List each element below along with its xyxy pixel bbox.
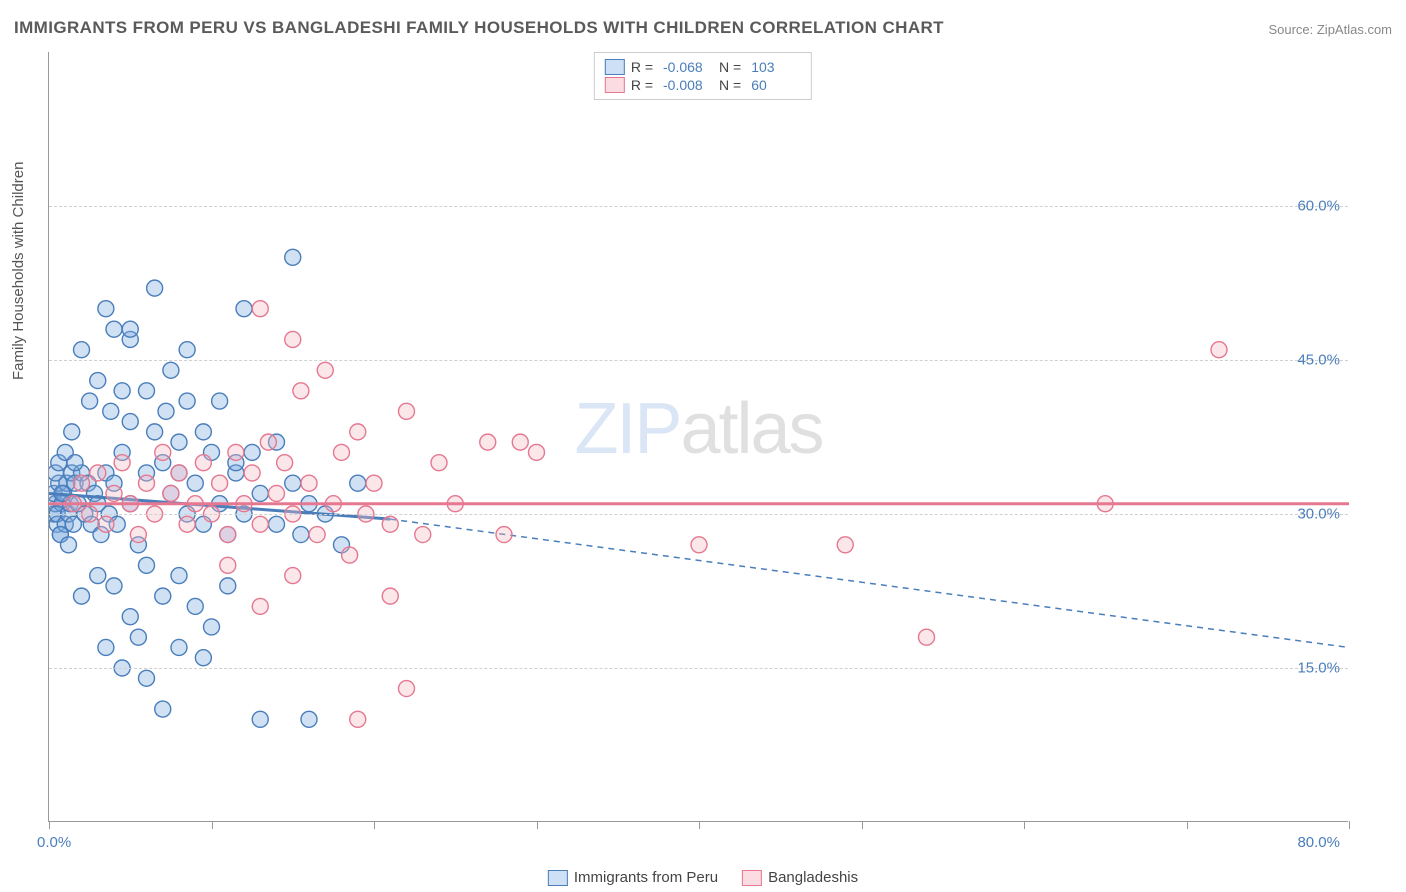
watermark-thin: atlas: [680, 388, 822, 468]
grid-line: [49, 668, 1348, 669]
r-value-0: -0.068: [663, 59, 713, 75]
x-tick: [1349, 821, 1350, 829]
scatter-svg: [49, 52, 1349, 822]
r-label: R =: [631, 77, 653, 93]
grid-line: [49, 206, 1348, 207]
legend-stats-row-1: R = -0.008 N = 60: [605, 76, 801, 94]
y-tick-label: 60.0%: [1297, 198, 1340, 215]
legend-swatch-1: [605, 77, 625, 93]
x-tick: [212, 821, 213, 829]
r-label: R =: [631, 59, 653, 75]
grid-line: [49, 360, 1348, 361]
legend-label-1: Bangladeshis: [768, 869, 858, 886]
grid-line: [49, 514, 1348, 515]
x-axis-min-label: 0.0%: [37, 834, 71, 851]
legend-item-1: Bangladeshis: [742, 869, 858, 886]
legend-series: Immigrants from Peru Bangladeshis: [548, 869, 858, 886]
x-tick: [374, 821, 375, 829]
legend-swatch-peru: [548, 870, 568, 886]
n-label: N =: [719, 77, 741, 93]
legend-swatch-bangla: [742, 870, 762, 886]
n-value-1: 60: [751, 77, 801, 93]
y-axis-title: Family Households with Children: [10, 162, 27, 380]
x-tick: [537, 821, 538, 829]
legend-swatch-0: [605, 59, 625, 75]
r-value-1: -0.008: [663, 77, 713, 93]
plot-area: ZIPatlas 0.0% 80.0% 15.0%30.0%45.0%60.0%: [48, 52, 1348, 822]
chart-title: IMMIGRANTS FROM PERU VS BANGLADESHI FAMI…: [14, 18, 944, 38]
x-tick: [1187, 821, 1188, 829]
x-tick: [49, 821, 50, 829]
legend-label-0: Immigrants from Peru: [574, 869, 718, 886]
source-label: Source: ZipAtlas.com: [1268, 22, 1392, 37]
watermark-bold: ZIP: [574, 388, 680, 468]
legend-stats: R = -0.068 N = 103 R = -0.008 N = 60: [594, 52, 812, 100]
y-tick-label: 45.0%: [1297, 352, 1340, 369]
x-tick: [699, 821, 700, 829]
legend-stats-row-0: R = -0.068 N = 103: [605, 58, 801, 76]
legend-item-0: Immigrants from Peru: [548, 869, 718, 886]
n-value-0: 103: [751, 59, 801, 75]
watermark: ZIPatlas: [574, 387, 822, 469]
x-tick: [862, 821, 863, 829]
y-tick-label: 30.0%: [1297, 506, 1340, 523]
n-label: N =: [719, 59, 741, 75]
y-tick-label: 15.0%: [1297, 660, 1340, 677]
x-tick: [1024, 821, 1025, 829]
x-axis-max-label: 80.0%: [1297, 834, 1340, 851]
